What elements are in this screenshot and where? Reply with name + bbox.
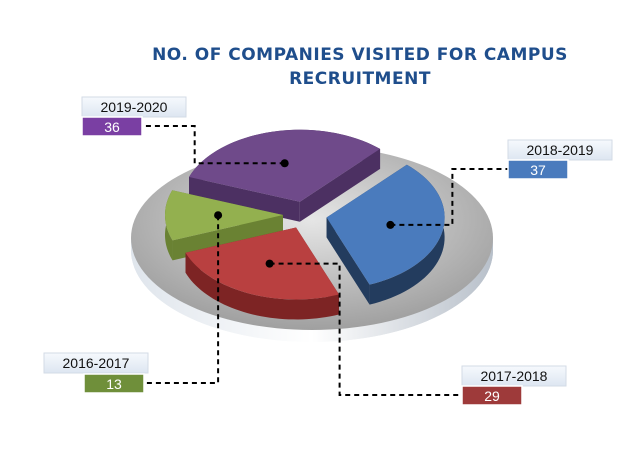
svg-text:37: 37	[530, 162, 546, 178]
leader-dot-2019-2020	[280, 159, 289, 168]
pie-slice-2018-2019	[326, 164, 445, 305]
svg-text:13: 13	[106, 376, 122, 392]
leader-dot-2016-2017	[214, 211, 223, 220]
value-label-2016-2017: 13	[83, 373, 145, 394]
pie-slice-2017-2018	[185, 227, 339, 320]
category-label-2017-2018: 2017-2018	[461, 365, 567, 387]
leader-line-2017-2018	[269, 262, 462, 396]
pie-slice-2016-2017	[165, 190, 284, 261]
svg-text:29: 29	[484, 388, 500, 404]
value-label-2017-2018: 29	[461, 385, 523, 406]
category-label-2019-2020: 2019-2020	[81, 96, 187, 118]
value-label-2018-2019: 37	[507, 159, 569, 180]
svg-text:2016-2017: 2016-2017	[63, 355, 130, 371]
chart-title-line-2: RECRUITMENT	[289, 69, 431, 89]
category-label-2016-2017: 2016-2017	[43, 352, 149, 374]
leader-line-2018-2019	[390, 168, 508, 226]
svg-text:2019-2020: 2019-2020	[101, 99, 168, 115]
svg-text:2018-2019: 2018-2019	[527, 142, 594, 158]
value-label-2019-2020: 36	[81, 116, 143, 137]
leader-line-2016-2017	[144, 215, 220, 384]
svg-text:2017-2018: 2017-2018	[481, 368, 548, 384]
leader-line-2019-2020	[142, 125, 285, 165]
leader-dot-2018-2019	[386, 220, 395, 229]
chart-title-line-1: NO. OF COMPANIES VISITED FOR CAMPUS	[152, 45, 568, 65]
leader-dot-2017-2018	[265, 259, 274, 268]
category-label-2018-2019: 2018-2019	[507, 139, 613, 161]
svg-text:36: 36	[104, 119, 120, 135]
